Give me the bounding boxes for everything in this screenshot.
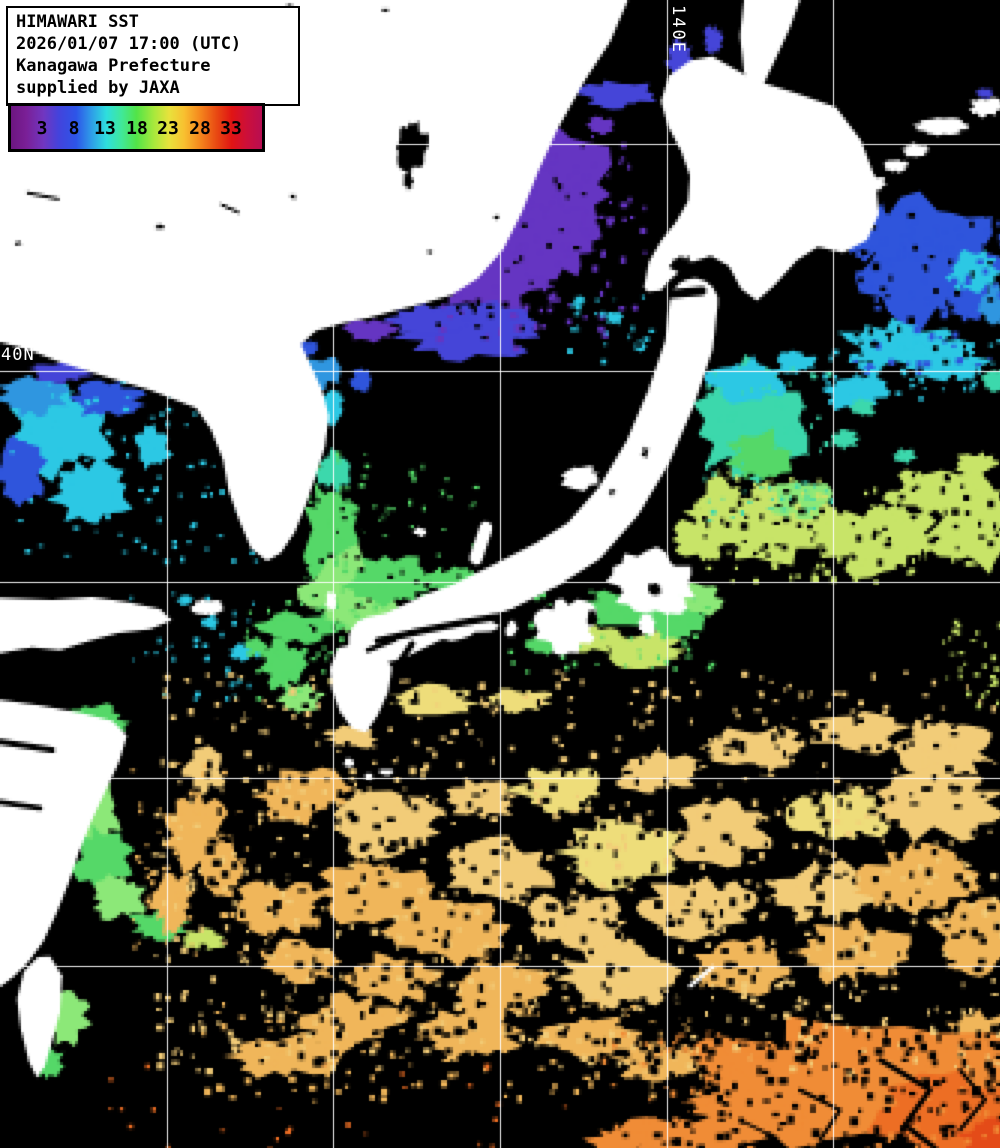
colorbar-tick: 28: [189, 118, 211, 139]
sst-colorbar-legend: 3 8 13 18 23 28 33: [8, 103, 265, 152]
colorbar-tick: 33: [220, 118, 242, 139]
timestamp: 2026/01/07 17:00 (UTC): [16, 34, 242, 54]
colorbar-tick: 8: [68, 118, 80, 139]
longitude-gridline-label: 140E: [668, 5, 688, 54]
latitude-gridline-label: 40N: [1, 345, 35, 365]
organization: Kanagawa Prefecture: [16, 56, 211, 76]
colorbar-tick: 3: [36, 118, 48, 139]
colorbar-tick: 13: [94, 118, 116, 139]
product-name: HIMAWARI SST: [16, 12, 139, 32]
map-title-box: HIMAWARI SST 2026/01/07 17:00 (UTC) Kana…: [6, 6, 300, 106]
data-credit: supplied by JAXA: [16, 78, 180, 98]
colorbar-tick: 18: [126, 118, 148, 139]
colorbar-tick: 23: [157, 118, 179, 139]
